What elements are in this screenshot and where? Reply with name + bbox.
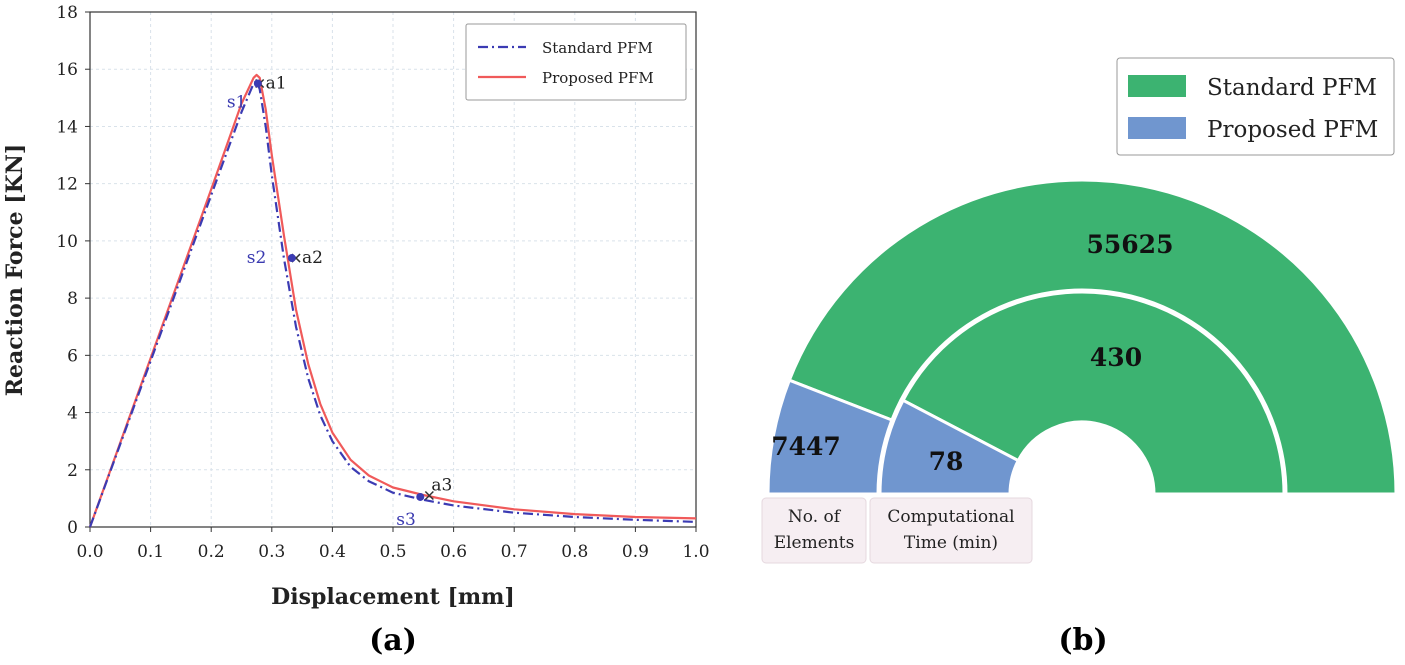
panel-label-a: (a) [369, 623, 417, 658]
category-box [869, 497, 1033, 564]
annotation-label: s3 [396, 510, 416, 530]
x-tick-label: 0.8 [561, 542, 588, 562]
series-lines [88, 73, 697, 528]
x-tick-label: 0.1 [137, 542, 164, 562]
y-axis-label: Reaction Force [KN] [2, 144, 28, 397]
x-tick-label: 0.7 [501, 542, 528, 562]
half-donut-panel: 55625 7447 430 78 No. of Elements Computati… [761, 57, 1398, 658]
x-tick-label: 1.0 [682, 542, 709, 562]
category-label-elements: No. of Elements [761, 497, 867, 564]
legend-label-standard: Standard PFM [542, 39, 653, 57]
legend-box [1116, 57, 1395, 156]
annotation-label: s1 [227, 93, 247, 113]
tick-labels: 0.0 0.1 0.2 0.3 0.4 0.5 0.6 0.7 0.8 0.9 1.0 0 2 4 6 8 10… [56, 3, 709, 562]
dot-marker [287, 254, 296, 263]
x-tick-label: 0.3 [258, 542, 285, 562]
segment-labels: 55625 7447 430 78 [771, 230, 1173, 476]
annotation-label: s2 [247, 248, 267, 268]
y-tick-label: 6 [67, 346, 78, 366]
category-label-line2: Time (min) [904, 533, 998, 553]
x-tick-label: 0.9 [622, 542, 649, 562]
y-tick-label: 16 [56, 60, 78, 80]
segment-standard [787, 178, 1398, 496]
annotation-label: a1 [266, 74, 287, 94]
y-tick-label: 10 [56, 232, 78, 252]
legend-label-proposed: Proposed PFM [1207, 117, 1378, 143]
x-tick-label: 0.0 [76, 542, 103, 562]
legend-b: Standard PFM Proposed PFM [1116, 57, 1395, 156]
category-label-line1: No. of [788, 507, 842, 527]
y-tick-label: 4 [67, 404, 78, 424]
category-box [761, 497, 867, 564]
y-tick-label: 0 [67, 518, 78, 538]
dot-marker [416, 492, 425, 501]
series-line-standard [88, 79, 697, 528]
legend-swatch-proposed [1128, 117, 1186, 139]
x-tick-label: 0.2 [198, 542, 225, 562]
panel-label-b: (b) [1058, 623, 1107, 658]
legend-swatch-standard [1128, 75, 1186, 97]
series-line-proposed [88, 73, 697, 528]
segment-value-label: 7447 [771, 432, 841, 461]
segment-proposed [766, 378, 894, 496]
line-chart-panel: 0.0 0.1 0.2 0.3 0.4 0.5 0.6 0.7 0.8 0.9 1.0 0 2 4 6 8 10… [2, 3, 710, 658]
segment-standard [901, 290, 1286, 496]
category-label-time: Computational Time (min) [869, 497, 1033, 564]
legend-a: Standard PFM Proposed PFM [465, 23, 687, 101]
annotation-label: a3 [431, 476, 452, 496]
segment-proposed [878, 398, 1021, 496]
x-tick-label: 0.4 [319, 542, 346, 562]
segment-value-label: 430 [1090, 343, 1142, 372]
y-tick-label: 2 [67, 461, 78, 481]
category-label-line2: Elements [774, 533, 855, 553]
y-tick-label: 14 [56, 117, 78, 137]
half-donut [766, 178, 1398, 496]
x-marker [424, 490, 434, 501]
category-label-line1: Computational [887, 507, 1014, 527]
annotations: a1 a2 a3 s1 s2 s3 [227, 74, 452, 530]
annotation-label: a2 [302, 248, 323, 268]
legend-box [465, 23, 687, 101]
legend-label-proposed: Proposed PFM [542, 69, 654, 87]
x-axis-label: Displacement [mm] [271, 584, 515, 610]
x-tick-label: 0.6 [440, 542, 467, 562]
y-tick-label: 18 [56, 3, 78, 23]
y-tick-label: 12 [56, 175, 78, 195]
segment-value-label: 55625 [1087, 230, 1174, 259]
y-tick-label: 8 [67, 289, 78, 309]
segment-value-label: 78 [929, 447, 964, 476]
dot-marker [253, 79, 262, 88]
legend-label-standard: Standard PFM [1207, 75, 1377, 101]
x-tick-label: 0.5 [379, 542, 406, 562]
